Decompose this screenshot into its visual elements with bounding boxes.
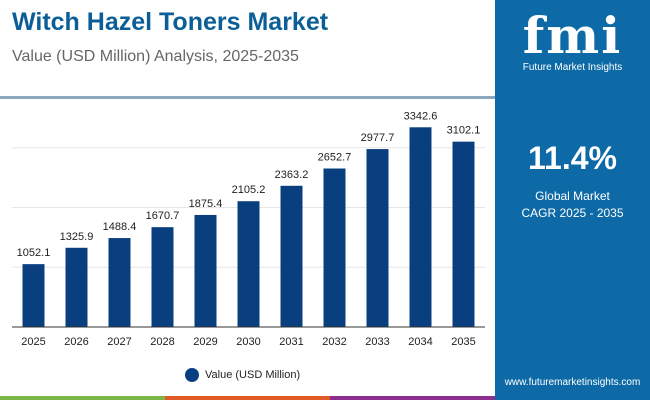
cagr-value: 11.4% [528, 140, 617, 176]
x-tick-label: 2032 [322, 336, 346, 348]
bar [323, 168, 346, 327]
bar-value-label: 1052.1 [17, 247, 51, 259]
x-tick-label: 2026 [64, 336, 88, 348]
bar [409, 127, 432, 327]
bar-value-label: 1488.4 [103, 221, 137, 233]
chart-title: Witch Hazel Toners Market [12, 8, 329, 36]
header-divider [0, 96, 495, 99]
bar [452, 141, 475, 327]
x-tick-label: 2034 [408, 336, 432, 348]
x-tick-label: 2030 [236, 336, 260, 348]
x-tick-label: 2031 [279, 336, 303, 348]
bar-chart: 1052.1 2025 1325.9 2026 1488.4 2027 1670.7 2028… [12, 110, 485, 348]
legend-swatch [185, 368, 199, 382]
logo-mark: fmi [522, 6, 623, 65]
bar [65, 247, 88, 327]
bar-value-label: 2977.7 [361, 132, 395, 144]
x-tick-label: 2025 [21, 336, 45, 348]
strip-orange [165, 396, 330, 400]
side-panel: fmi Future Market Insights 11.4% Global … [495, 0, 650, 400]
bar-value-label: 1875.4 [189, 198, 223, 210]
logo-caption: Future Market Insights [522, 62, 623, 73]
x-tick-label: 2029 [193, 336, 217, 348]
x-tick-label: 2027 [107, 336, 131, 348]
bar [194, 214, 217, 327]
legend: Value (USD Million) [185, 368, 300, 382]
bar-value-label: 2363.2 [275, 169, 309, 181]
bar [366, 149, 389, 327]
bar-value-label: 2652.7 [318, 152, 352, 164]
bar [237, 201, 260, 327]
bar-value-label: 1325.9 [60, 231, 94, 243]
cagr-label-line2: CAGR 2025 - 2035 [521, 206, 624, 220]
bar [22, 264, 45, 327]
strip-green [0, 396, 165, 400]
bar-value-label: 1670.7 [146, 210, 180, 222]
x-tick-label: 2033 [365, 336, 389, 348]
strip-purple [330, 396, 495, 400]
bar [151, 227, 174, 327]
bar-value-label: 2105.2 [232, 184, 266, 196]
cagr-label-line1: Global Market [535, 189, 610, 203]
chart-subtitle: Value (USD Million) Analysis, 2025-2035 [12, 48, 299, 65]
cagr-label: Global Market CAGR 2025 - 2035 [495, 188, 650, 222]
website-link[interactable]: www.futuremarketinsights.com [504, 377, 641, 388]
legend-label: Value (USD Million) [205, 369, 301, 381]
fmi-logo: fmi Future Market Insights [515, 6, 630, 74]
bar-value-label: 3342.6 [404, 110, 438, 122]
bar [280, 185, 303, 327]
bar [108, 238, 131, 327]
x-tick-label: 2035 [451, 336, 475, 348]
bar-value-label: 3102.1 [447, 125, 481, 137]
x-tick-label: 2028 [150, 336, 174, 348]
